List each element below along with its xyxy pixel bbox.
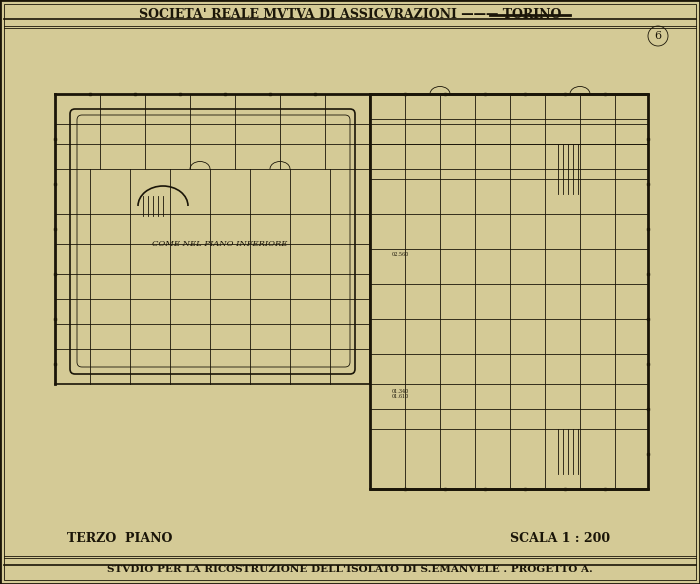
Text: SCALA 1 : 200: SCALA 1 : 200 bbox=[510, 531, 610, 544]
Text: STVDIO PER LA RICOSTRUZIONE DELL'ISOLATO DI S.EMANVELE . PROGETTO A.: STVDIO PER LA RICOSTRUZIONE DELL'ISOLATO… bbox=[107, 565, 593, 575]
Text: 02.560: 02.560 bbox=[391, 252, 409, 256]
Text: COME NEL PIANO INFERIORE: COME NEL PIANO INFERIORE bbox=[153, 240, 288, 248]
Text: 01.340
01.610: 01.340 01.610 bbox=[391, 388, 409, 399]
Text: TERZO  PIANO: TERZO PIANO bbox=[67, 531, 173, 544]
Text: 6: 6 bbox=[654, 31, 661, 41]
Text: SOCIETA' REALE MVTVA DI ASSICVRAZIONI ——— TORINO: SOCIETA' REALE MVTVA DI ASSICVRAZIONI ——… bbox=[139, 9, 561, 22]
